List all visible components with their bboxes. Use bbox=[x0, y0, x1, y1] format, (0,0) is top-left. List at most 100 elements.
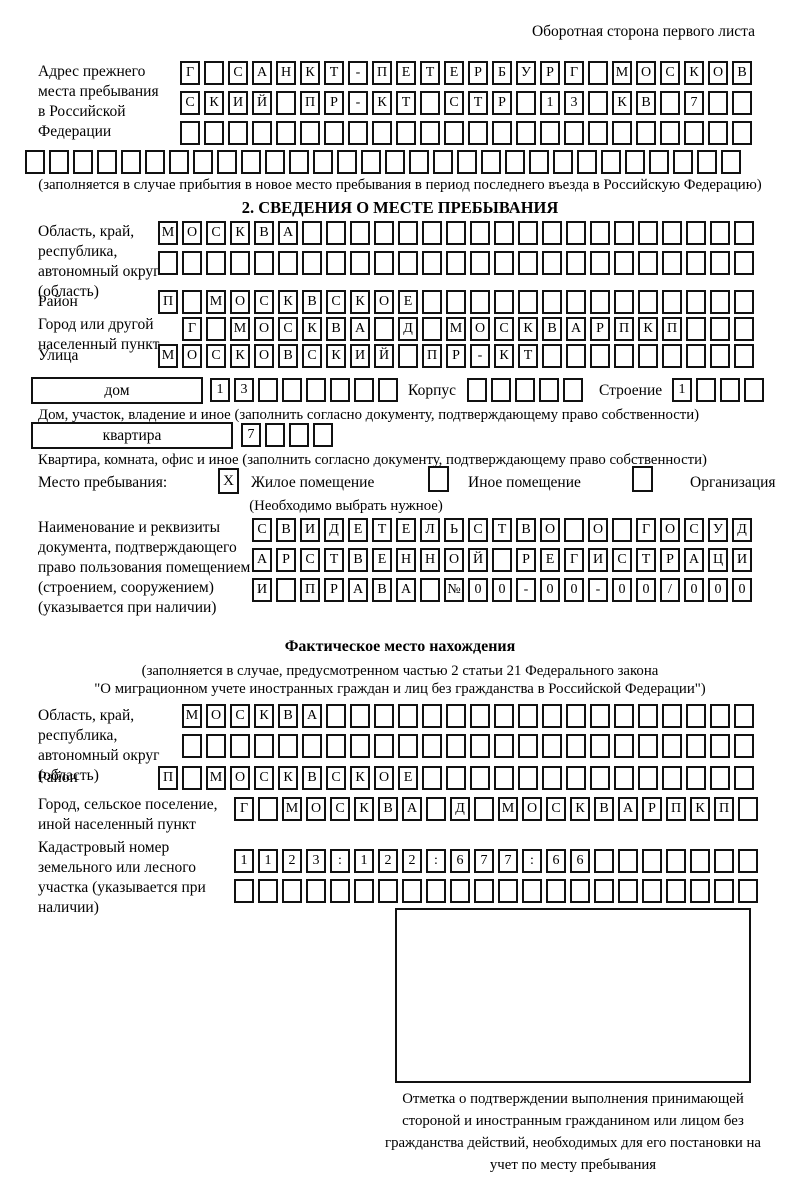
char-box[interactable] bbox=[326, 251, 346, 275]
char-box[interactable] bbox=[542, 221, 562, 245]
char-box[interactable] bbox=[614, 734, 634, 758]
char-box[interactable]: А bbox=[396, 578, 416, 602]
char-box[interactable]: Р bbox=[276, 548, 296, 572]
char-box[interactable]: К bbox=[372, 91, 392, 115]
char-box[interactable]: К bbox=[638, 317, 658, 341]
char-box[interactable]: М bbox=[612, 61, 632, 85]
char-box[interactable]: О bbox=[540, 518, 560, 542]
char-box[interactable]: 6 bbox=[450, 849, 470, 873]
char-box[interactable]: Е bbox=[348, 518, 368, 542]
char-box[interactable]: Ц bbox=[708, 548, 728, 572]
char-box[interactable] bbox=[470, 766, 490, 790]
char-box[interactable] bbox=[714, 849, 734, 873]
char-box[interactable] bbox=[542, 344, 562, 368]
char-box[interactable] bbox=[492, 121, 512, 145]
char-box[interactable]: Р bbox=[516, 548, 536, 572]
char-box[interactable] bbox=[374, 317, 394, 341]
char-box[interactable]: Т bbox=[396, 91, 416, 115]
char-box[interactable]: О bbox=[374, 290, 394, 314]
char-box[interactable]: № bbox=[444, 578, 464, 602]
char-box[interactable] bbox=[516, 91, 536, 115]
char-box[interactable] bbox=[276, 91, 296, 115]
char-box[interactable]: С bbox=[660, 61, 680, 85]
char-box[interactable]: В bbox=[516, 518, 536, 542]
char-box[interactable]: О bbox=[636, 61, 656, 85]
char-box[interactable]: Г bbox=[564, 61, 584, 85]
char-box[interactable] bbox=[258, 378, 278, 402]
char-box[interactable]: 1 bbox=[210, 378, 230, 402]
char-box[interactable] bbox=[494, 704, 514, 728]
char-box[interactable] bbox=[350, 251, 370, 275]
char-box[interactable] bbox=[289, 423, 309, 447]
char-box[interactable] bbox=[564, 518, 584, 542]
char-box[interactable] bbox=[433, 150, 453, 174]
char-box[interactable]: 7 bbox=[474, 849, 494, 873]
char-box[interactable] bbox=[374, 704, 394, 728]
char-box[interactable] bbox=[690, 849, 710, 873]
char-box[interactable] bbox=[738, 797, 758, 821]
char-box[interactable]: С bbox=[612, 548, 632, 572]
char-box[interactable]: К bbox=[278, 766, 298, 790]
char-box[interactable] bbox=[302, 221, 322, 245]
char-box[interactable]: Т bbox=[492, 518, 512, 542]
char-box[interactable]: 2 bbox=[402, 849, 422, 873]
char-box[interactable]: Р bbox=[492, 91, 512, 115]
char-box[interactable] bbox=[276, 121, 296, 145]
char-box[interactable]: П bbox=[666, 797, 686, 821]
char-box[interactable] bbox=[618, 849, 638, 873]
char-box[interactable] bbox=[666, 849, 686, 873]
char-box[interactable]: С bbox=[228, 61, 248, 85]
char-box[interactable]: С bbox=[252, 518, 272, 542]
char-box[interactable] bbox=[313, 423, 333, 447]
char-box[interactable]: Е bbox=[398, 290, 418, 314]
char-box[interactable] bbox=[426, 797, 446, 821]
char-box[interactable] bbox=[710, 251, 730, 275]
char-box[interactable] bbox=[614, 766, 634, 790]
char-box[interactable] bbox=[734, 704, 754, 728]
char-box[interactable] bbox=[446, 251, 466, 275]
char-box[interactable] bbox=[470, 251, 490, 275]
char-box[interactable] bbox=[566, 704, 586, 728]
char-box[interactable] bbox=[374, 221, 394, 245]
char-box[interactable] bbox=[601, 150, 621, 174]
char-box[interactable]: О bbox=[588, 518, 608, 542]
char-box[interactable] bbox=[398, 704, 418, 728]
char-box[interactable] bbox=[542, 704, 562, 728]
char-box[interactable]: 7 bbox=[684, 91, 704, 115]
char-box[interactable]: Г bbox=[180, 61, 200, 85]
char-box[interactable] bbox=[378, 879, 398, 903]
char-box[interactable] bbox=[515, 378, 535, 402]
char-box[interactable] bbox=[566, 221, 586, 245]
char-box[interactable] bbox=[614, 704, 634, 728]
char-box[interactable]: В bbox=[302, 766, 322, 790]
char-box[interactable] bbox=[422, 317, 442, 341]
char-box[interactable] bbox=[169, 150, 189, 174]
char-box[interactable]: Т bbox=[324, 61, 344, 85]
char-box[interactable] bbox=[570, 879, 590, 903]
char-box[interactable] bbox=[566, 251, 586, 275]
char-box[interactable]: К bbox=[204, 91, 224, 115]
char-box[interactable]: М bbox=[230, 317, 250, 341]
char-box[interactable] bbox=[612, 121, 632, 145]
char-box[interactable] bbox=[662, 344, 682, 368]
char-box[interactable] bbox=[734, 317, 754, 341]
char-box[interactable]: С bbox=[180, 91, 200, 115]
char-box[interactable]: 3 bbox=[564, 91, 584, 115]
checkbox-organization[interactable] bbox=[632, 466, 653, 492]
char-box[interactable] bbox=[241, 150, 261, 174]
char-box[interactable]: М bbox=[158, 344, 178, 368]
char-box[interactable] bbox=[553, 150, 573, 174]
char-box[interactable] bbox=[474, 879, 494, 903]
char-box[interactable] bbox=[662, 251, 682, 275]
char-box[interactable] bbox=[734, 221, 754, 245]
char-box[interactable] bbox=[282, 879, 302, 903]
char-box[interactable] bbox=[566, 766, 586, 790]
char-box[interactable] bbox=[710, 317, 730, 341]
char-box[interactable]: В bbox=[254, 221, 274, 245]
char-box[interactable]: О bbox=[182, 344, 202, 368]
char-box[interactable]: 1 bbox=[234, 849, 254, 873]
char-box[interactable]: М bbox=[282, 797, 302, 821]
char-box[interactable] bbox=[422, 704, 442, 728]
char-box[interactable]: А bbox=[402, 797, 422, 821]
char-box[interactable] bbox=[546, 879, 566, 903]
